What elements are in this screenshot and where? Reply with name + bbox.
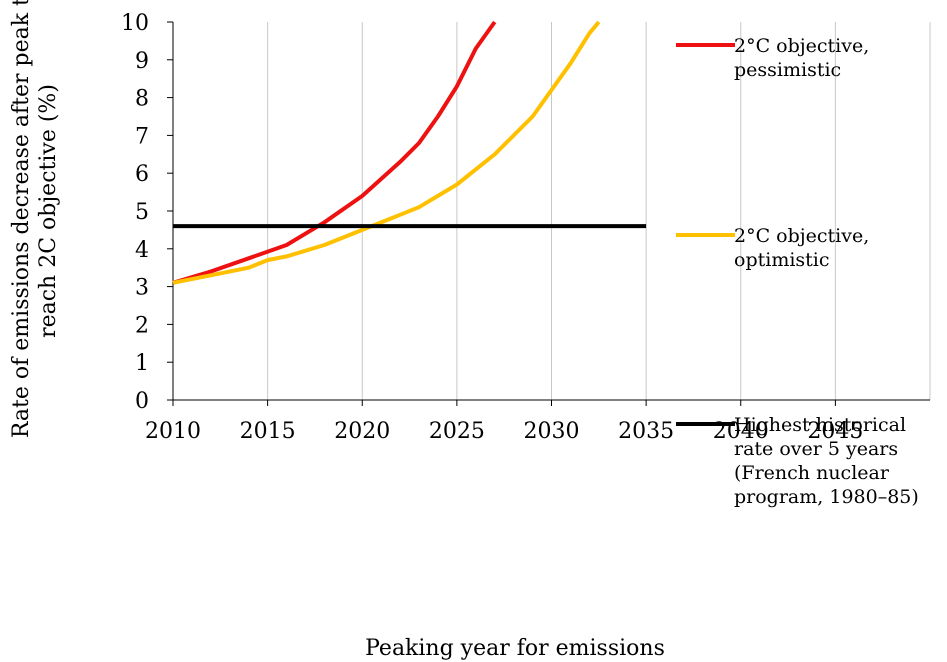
- axis-titles: Peaking year for emissions Rate of emissi…: [9, 0, 665, 661]
- x-tick-label-2020: 2020: [334, 419, 390, 444]
- y-axis-title-line: Rate of emissions decrease after peak to: [9, 0, 34, 438]
- x-tick-label-2015: 2015: [240, 419, 296, 444]
- y-tick-label-9: 9: [135, 49, 149, 74]
- legend-pessimistic-label-line: 2°C objective,: [734, 35, 869, 57]
- legend-optimistic-label-line: optimistic: [734, 249, 830, 271]
- legend-historical-label-line: program, 1980–85): [734, 486, 919, 508]
- x-axis-title: Peaking year for emissions: [365, 636, 665, 661]
- y-tick-label-6: 6: [135, 162, 149, 187]
- y-axis-title: Rate of emissions decrease after peak to…: [9, 0, 61, 438]
- series-optimistic-line: [172, 20, 601, 285]
- y-tick-label-0: 0: [135, 389, 149, 414]
- series-layer: [172, 20, 647, 285]
- legend-historical-label-line: Highest historical: [734, 414, 906, 436]
- y-tick-label-10: 10: [121, 11, 149, 36]
- y-tick-label-2: 2: [135, 313, 149, 338]
- x-tick-label-2045: 2045: [807, 419, 863, 444]
- x-tick-label-2030: 2030: [524, 419, 580, 444]
- legend-optimistic-label-line: 2°C objective,: [734, 225, 869, 247]
- y-tick-label-7: 7: [135, 124, 149, 149]
- y-tick-label-5: 5: [135, 200, 149, 225]
- legend-historical-label-line: (French nuclear: [734, 462, 890, 484]
- legend-pessimistic-label-line: pessimistic: [734, 59, 841, 81]
- legend-historical-label: Highest historical rate over 5 years (Fren…: [734, 414, 919, 508]
- legend-historical-label-line: rate over 5 years: [734, 438, 898, 460]
- x-tick-label-2010: 2010: [145, 419, 201, 444]
- x-tick-label-2025: 2025: [429, 419, 485, 444]
- y-tick-label-1: 1: [135, 351, 149, 376]
- y-tick-label-8: 8: [135, 87, 149, 112]
- y-tick-label-4: 4: [135, 238, 149, 263]
- y-axis-title-line: reach 2C objective (%): [36, 84, 61, 338]
- x-tick-label-2035: 2035: [618, 419, 674, 444]
- legend-pessimistic-label: 2°C objective, pessimistic: [734, 35, 869, 81]
- series-pessimistic-line: [172, 20, 497, 285]
- legend-optimistic-label: 2°C objective, optimistic: [734, 225, 869, 271]
- y-tick-label-3: 3: [135, 276, 149, 301]
